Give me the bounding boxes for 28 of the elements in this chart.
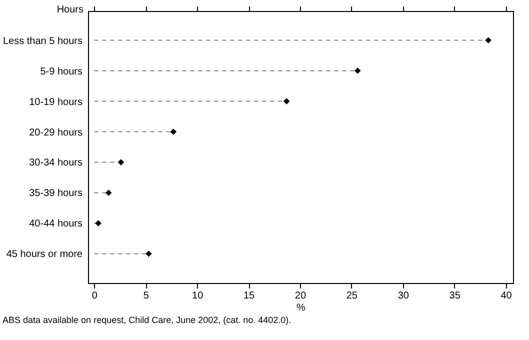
- point: [354, 68, 361, 74]
- point: [283, 98, 290, 104]
- x-tick-label: 5: [143, 290, 150, 302]
- y-tick-label: 45 hours or more: [6, 249, 83, 260]
- x-tick-label: 40: [500, 290, 512, 302]
- x-tick-label: 0: [92, 290, 98, 302]
- point: [170, 128, 177, 135]
- x-tick-label: 15: [243, 290, 256, 302]
- x-tick-label: 20: [294, 290, 306, 302]
- x-tick-label: 35: [449, 290, 461, 302]
- y-tick-label: 5-9 hours: [40, 66, 82, 78]
- x-axis-title: %: [296, 302, 306, 314]
- point: [485, 37, 492, 44]
- x-tick-label: 10: [192, 290, 204, 302]
- point: [118, 159, 124, 166]
- y-tick-label: Less than 5 hours: [3, 36, 82, 47]
- text: ABS data available on request, Child Care, June 2002, (cat. no. 4402.0).: [2, 315, 292, 325]
- y-tick-label: 30-34 hours: [29, 158, 82, 169]
- y-tick-label: 35-39 hours: [29, 188, 82, 200]
- y-tick-label: 40-44 hours: [29, 218, 82, 230]
- x-tick-label: 30: [398, 290, 410, 302]
- point: [146, 250, 152, 257]
- y-axis-title: Hours: [56, 4, 84, 16]
- y-tick-label: 20-29 hours: [29, 127, 82, 138]
- point: [105, 190, 112, 196]
- point: [95, 220, 102, 226]
- x-tick-label: 25: [346, 290, 358, 302]
- y-tick-label: 10-19 hours: [29, 96, 82, 108]
